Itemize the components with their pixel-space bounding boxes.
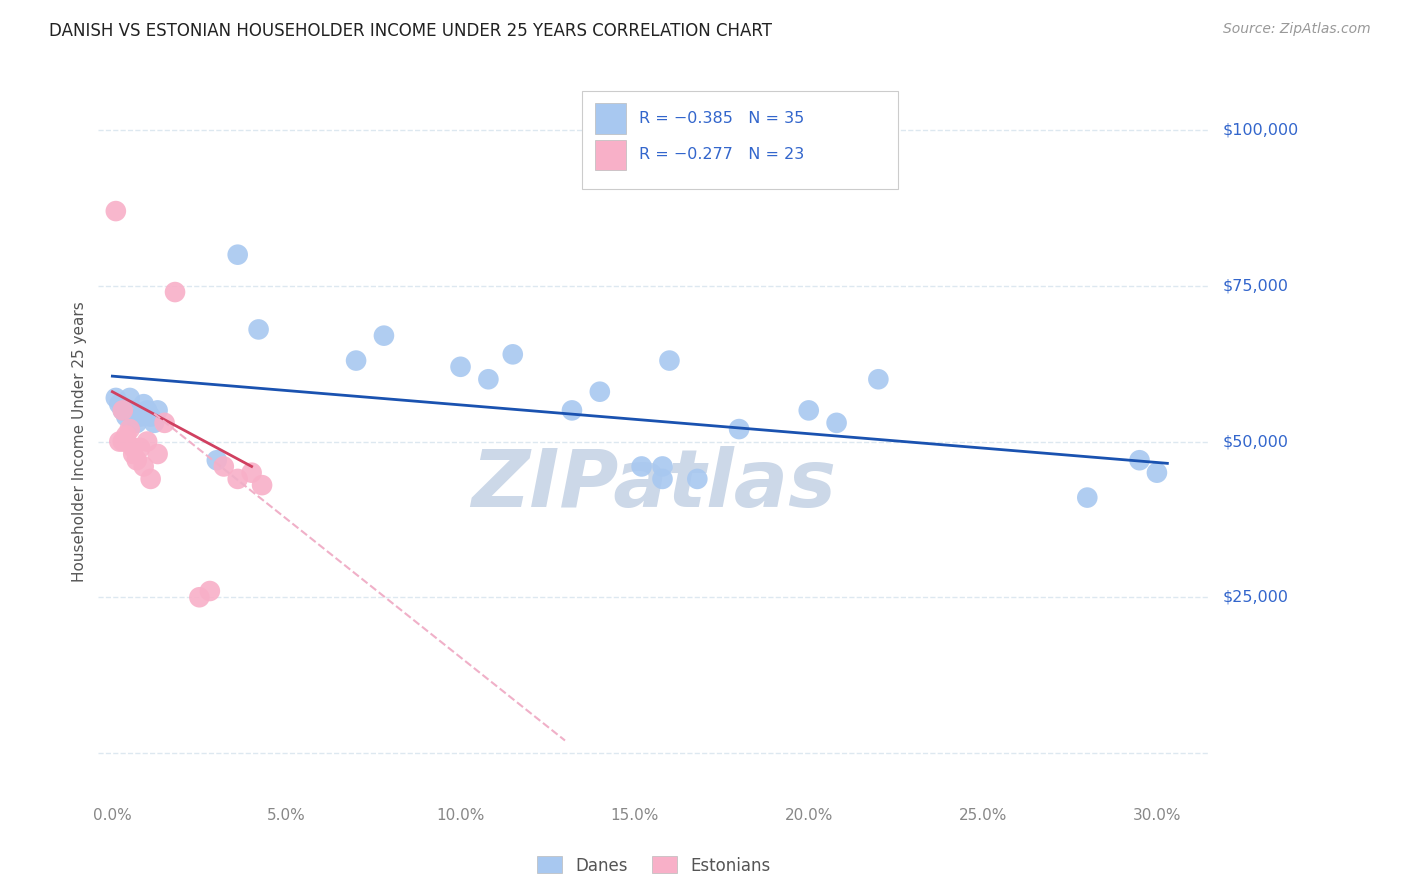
Bar [582,91,898,189]
Point [630,459,652,474]
Point [122,441,145,455]
Point [797,403,820,417]
Point [153,416,176,430]
Point [146,403,169,417]
Point [651,472,673,486]
Point [205,453,228,467]
Point [129,441,152,455]
Point [502,347,524,361]
Point [125,416,148,430]
Point [658,353,681,368]
Y-axis label: Householder Income Under 25 years: Householder Income Under 25 years [72,301,87,582]
Point [1076,491,1098,505]
Point [450,359,472,374]
Text: $25,000: $25,000 [1223,590,1289,605]
Point [115,434,138,449]
Point [1146,466,1168,480]
Point [686,472,709,486]
Text: R = −0.277   N = 23: R = −0.277 N = 23 [640,147,804,162]
Point [136,403,159,417]
Point [132,397,155,411]
Bar [595,103,626,134]
Point [247,322,270,336]
Point [104,391,127,405]
Text: DANISH VS ESTONIAN HOUSEHOLDER INCOME UNDER 25 YEARS CORRELATION CHART: DANISH VS ESTONIAN HOUSEHOLDER INCOME UN… [49,22,772,40]
Text: $100,000: $100,000 [1223,122,1299,137]
Point [108,397,131,411]
Point [1128,453,1150,467]
Point [561,403,583,417]
Point [118,391,141,405]
Point [115,428,138,442]
Text: $50,000: $50,000 [1223,434,1289,449]
Point [728,422,751,436]
Point [477,372,499,386]
Legend: Danes, Estonians: Danes, Estonians [530,850,778,881]
Point [825,416,848,430]
Point [226,248,249,262]
Point [139,472,162,486]
Point [115,409,138,424]
Point [136,434,159,449]
Text: R = −0.385   N = 35: R = −0.385 N = 35 [640,112,804,126]
Point [198,584,221,599]
Bar [595,139,626,169]
Point [111,434,134,449]
Point [226,472,249,486]
Point [373,328,395,343]
Point [589,384,612,399]
Point [868,372,890,386]
Text: $75,000: $75,000 [1223,278,1289,293]
Point [122,403,145,417]
Point [118,422,141,436]
Point [108,434,131,449]
Point [111,403,134,417]
Point [129,409,152,424]
Point [188,591,211,605]
Point [122,447,145,461]
Text: Source: ZipAtlas.com: Source: ZipAtlas.com [1223,22,1371,37]
Point [111,403,134,417]
Point [212,459,235,474]
Point [143,416,166,430]
Point [146,447,169,461]
Point [125,453,148,467]
Point [163,285,186,299]
Point [344,353,367,368]
Point [240,466,263,480]
Point [132,459,155,474]
Point [250,478,273,492]
Text: ZIPatlas: ZIPatlas [471,446,837,524]
Point [139,409,162,424]
Point [104,204,127,219]
Point [651,459,673,474]
